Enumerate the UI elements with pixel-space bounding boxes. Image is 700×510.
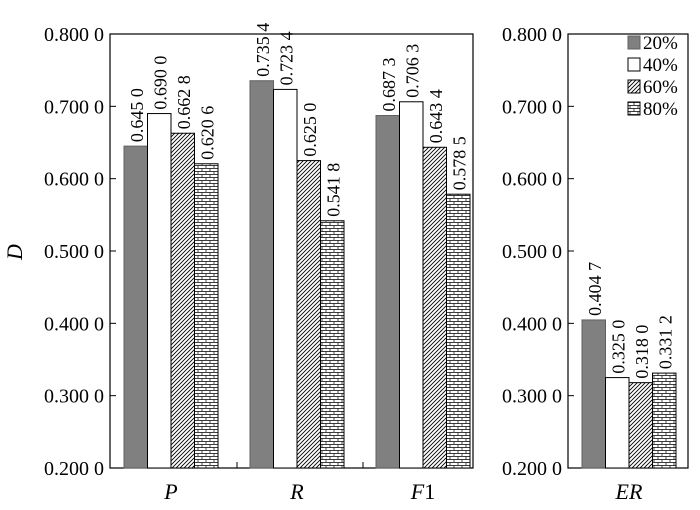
- bar-r-60pct: [296, 160, 321, 469]
- bar-value-label: 0.578 5: [449, 136, 469, 190]
- bar-value-label: 0.325 0: [608, 320, 628, 374]
- bar-p-40pct: [147, 113, 172, 469]
- legend-swatch: [627, 101, 641, 116]
- bar-value-label: 0.541 8: [323, 163, 343, 217]
- bar-value-label: 0.723 4: [276, 31, 296, 85]
- bar-p-20pct: [123, 145, 148, 469]
- legend-swatch: [627, 57, 641, 72]
- bar-er-60pct: [628, 382, 653, 469]
- y-tick-label: 0.800 0: [44, 24, 104, 46]
- legend: 20%40%60%80%: [627, 33, 678, 120]
- y-tick-label: 0.200 0: [502, 458, 562, 480]
- bar-value-label: 0.318 0: [632, 325, 652, 379]
- y-tick-label: 0.400 0: [44, 313, 104, 335]
- y-tick-label: 0.500 0: [44, 241, 104, 263]
- bar-value-label: 0.690 0: [150, 56, 170, 110]
- bar-r-20pct: [249, 80, 274, 469]
- bar-f1-40pct: [399, 101, 424, 469]
- x-category-label: R: [289, 479, 304, 504]
- bar-f1-80pct: [446, 193, 471, 469]
- y-tick-label: 0.600 0: [44, 169, 104, 191]
- y-axis-title: D: [2, 244, 27, 261]
- y-tick-label: 0.500 0: [502, 241, 562, 263]
- legend-label: 60%: [643, 77, 678, 98]
- bar-value-label: 0.735 4: [253, 23, 273, 77]
- legend-swatch: [627, 35, 641, 50]
- y-tick-label: 0.300 0: [44, 386, 104, 408]
- bar-p-80pct: [194, 163, 219, 469]
- y-tick-label: 0.300 0: [502, 386, 562, 408]
- bar-value-label: 0.620 6: [197, 106, 217, 160]
- x-category-label: F1: [410, 479, 435, 504]
- y-tick-label: 0.400 0: [502, 313, 562, 335]
- bar-f1-60pct: [422, 146, 447, 469]
- x-category-label: P: [163, 479, 177, 504]
- bar-value-label: 0.662 8: [174, 75, 194, 129]
- bar-value-label: 0.404 7: [585, 262, 605, 316]
- legend-label: 80%: [643, 99, 678, 120]
- y-tick-label: 0.700 0: [44, 96, 104, 118]
- legend-label: 20%: [643, 33, 678, 54]
- bar-er-40pct: [605, 377, 630, 469]
- bar-er-80pct: [652, 372, 677, 469]
- bar-value-label: 0.643 4: [426, 89, 446, 143]
- bar-r-80pct: [320, 220, 345, 469]
- bar-value-label: 0.687 3: [379, 58, 399, 112]
- legend-swatch: [627, 79, 641, 94]
- y-tick-label: 0.600 0: [502, 169, 562, 191]
- bar-value-label: 0.625 0: [300, 103, 320, 157]
- y-tick-label: 0.700 0: [502, 96, 562, 118]
- bar-er-20pct: [581, 319, 606, 469]
- bar-value-label: 0.331 2: [655, 315, 675, 369]
- x-category-label: ER: [615, 479, 643, 504]
- bar-f1-20pct: [375, 115, 400, 469]
- bar-r-40pct: [273, 88, 298, 469]
- y-tick-label: 0.800 0: [502, 24, 562, 46]
- legend-label: 40%: [643, 55, 678, 76]
- bar-value-label: 0.706 3: [402, 44, 422, 98]
- y-tick-label: 0.200 0: [44, 458, 104, 480]
- bar-p-60pct: [170, 132, 195, 469]
- bar-value-label: 0.645 0: [127, 88, 147, 142]
